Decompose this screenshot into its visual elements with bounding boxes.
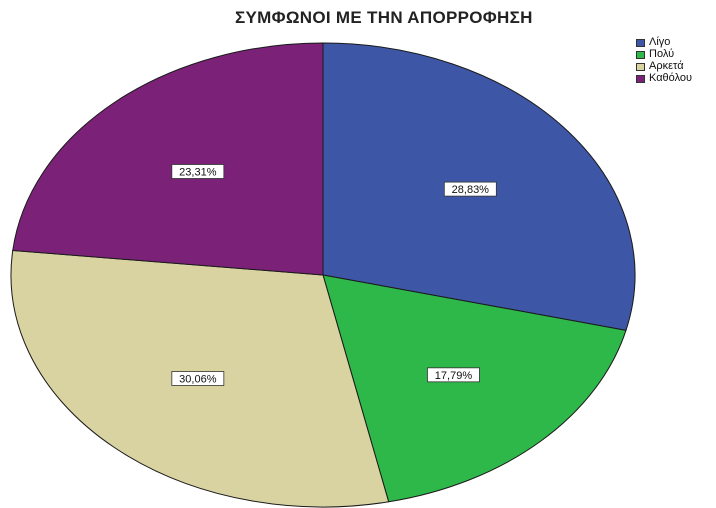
legend-swatch (636, 38, 645, 47)
svg-text:30,06%: 30,06% (179, 374, 217, 386)
svg-text:17,79%: 17,79% (435, 370, 473, 382)
legend-item-ligo: Λίγο (636, 37, 692, 48)
data-label-3: 23,31% (171, 164, 225, 179)
legend-swatch (636, 74, 645, 83)
data-label-1: 17,79% (427, 367, 480, 383)
legend-item-arketa: Αρκετά (636, 61, 692, 72)
data-label-0: 28,83% (443, 181, 497, 197)
legend-item-poly: Πολύ (636, 49, 692, 60)
legend-swatch (636, 62, 645, 71)
pie-slice-1 (322, 274, 627, 503)
legend: Λίγο Πολύ Αρκετά Καθόλου (636, 37, 692, 85)
pie-slice-3 (12, 42, 324, 276)
svg-text:28,83%: 28,83% (452, 184, 490, 196)
data-label-2: 30,06% (171, 371, 225, 386)
legend-label: Καθόλου (649, 72, 693, 84)
legend-swatch (636, 50, 645, 59)
legend-label: Αρκετά (649, 60, 684, 72)
legend-item-katholou: Καθόλου (636, 73, 692, 84)
chart-title: ΣΥΜΦΩΝΟΙ ΜΕ ΤΗΝ ΑΠΟΡΡΟΦΗΣΗ (235, 8, 533, 27)
legend-label: Πολύ (649, 48, 675, 60)
legend-label: Λίγο (649, 36, 671, 48)
svg-text:23,31%: 23,31% (179, 166, 217, 178)
